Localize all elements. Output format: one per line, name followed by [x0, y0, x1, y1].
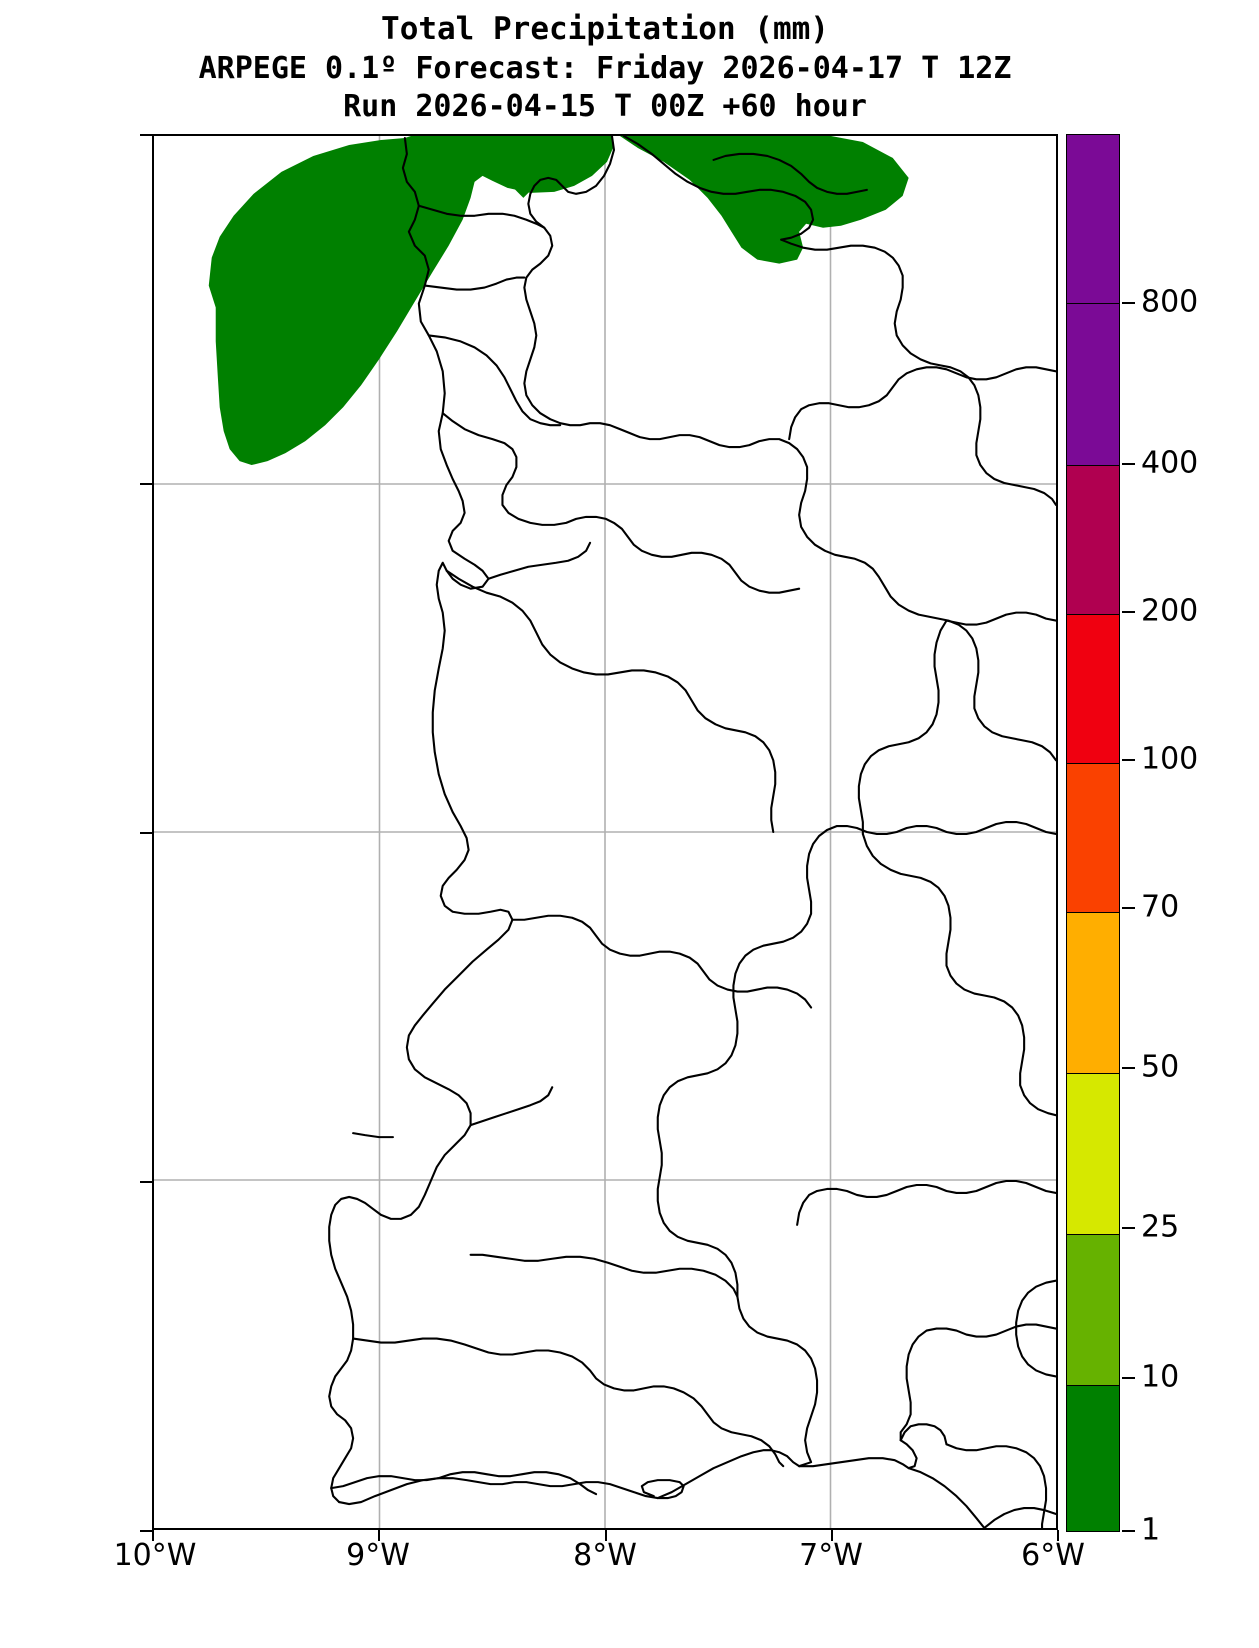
precipitation-colorbar[interactable]	[1066, 134, 1120, 1532]
colorbar-tick	[1122, 463, 1135, 465]
colorbar-tick	[1122, 1067, 1135, 1069]
map-plot-area[interactable]	[152, 134, 1058, 1530]
run-subtitle: Run 2026-04-15 T 00Z +60 hour	[343, 89, 867, 125]
colorbar-band-50-70	[1067, 912, 1119, 1073]
colorbar-tick	[1122, 1227, 1135, 1229]
colorbar-label-100: 100	[1141, 741, 1199, 777]
colorbar-tick	[1122, 302, 1135, 304]
colorbar-label-1: 1	[1141, 1512, 1161, 1548]
colorbar-label-25: 25	[1141, 1209, 1180, 1245]
colorbar-band-100-200	[1067, 614, 1119, 763]
coastlines-and-borders	[328, 136, 1056, 1528]
xtick-label-9W: 9°W	[346, 1538, 410, 1573]
colorbar-band-70-100	[1067, 763, 1119, 912]
colorbar-band-400-800	[1067, 303, 1119, 465]
colorbar-band-over-800	[1067, 135, 1119, 303]
colorbar-label-800: 800	[1141, 284, 1199, 320]
xtick-label-8W: 8°W	[573, 1538, 637, 1573]
colorbar-tick	[1122, 1377, 1135, 1379]
colorbar-tick	[1122, 1530, 1135, 1532]
figure-title-block: Total Precipitation (mm) ARPEGE 0.1º For…	[0, 10, 1210, 126]
page-title: Total Precipitation (mm)	[381, 11, 829, 47]
colorbar-band-10-25	[1067, 1234, 1119, 1385]
ytick-mark	[140, 134, 152, 136]
colorbar-band-25-50	[1067, 1073, 1119, 1234]
xtick-label-6W: 6°W	[1021, 1538, 1085, 1573]
map-canvas	[154, 136, 1056, 1528]
forecast-subtitle: ARPEGE 0.1º Forecast: Friday 2026-04-17 …	[198, 50, 1012, 86]
ytick-mark	[140, 483, 152, 485]
ytick-mark	[140, 1181, 152, 1183]
colorbar-label-200: 200	[1141, 593, 1199, 629]
xtick-mark	[378, 1530, 380, 1541]
xtick-mark	[605, 1530, 607, 1541]
gridlines	[154, 136, 1056, 1528]
colorbar-label-50: 50	[1141, 1049, 1180, 1085]
xtick-label-10W: 10°W	[113, 1538, 197, 1573]
ytick-mark	[140, 1530, 152, 1532]
colorbar-band-200-400	[1067, 465, 1119, 614]
colorbar-label-70: 70	[1141, 889, 1180, 925]
colorbar-tick	[1122, 759, 1135, 761]
colorbar-label-400: 400	[1141, 445, 1199, 481]
colorbar-label-10: 10	[1141, 1359, 1180, 1395]
xtick-label-7W: 7°W	[799, 1538, 863, 1573]
colorbar-tick	[1122, 611, 1135, 613]
xtick-mark	[152, 1530, 154, 1541]
precipitation-shading-1-10mm	[208, 136, 909, 466]
xtick-mark	[831, 1530, 833, 1541]
ytick-mark	[140, 832, 152, 834]
colorbar-tick	[1122, 907, 1135, 909]
colorbar-band-1-10	[1067, 1385, 1119, 1531]
xtick-mark	[1057, 1530, 1059, 1541]
